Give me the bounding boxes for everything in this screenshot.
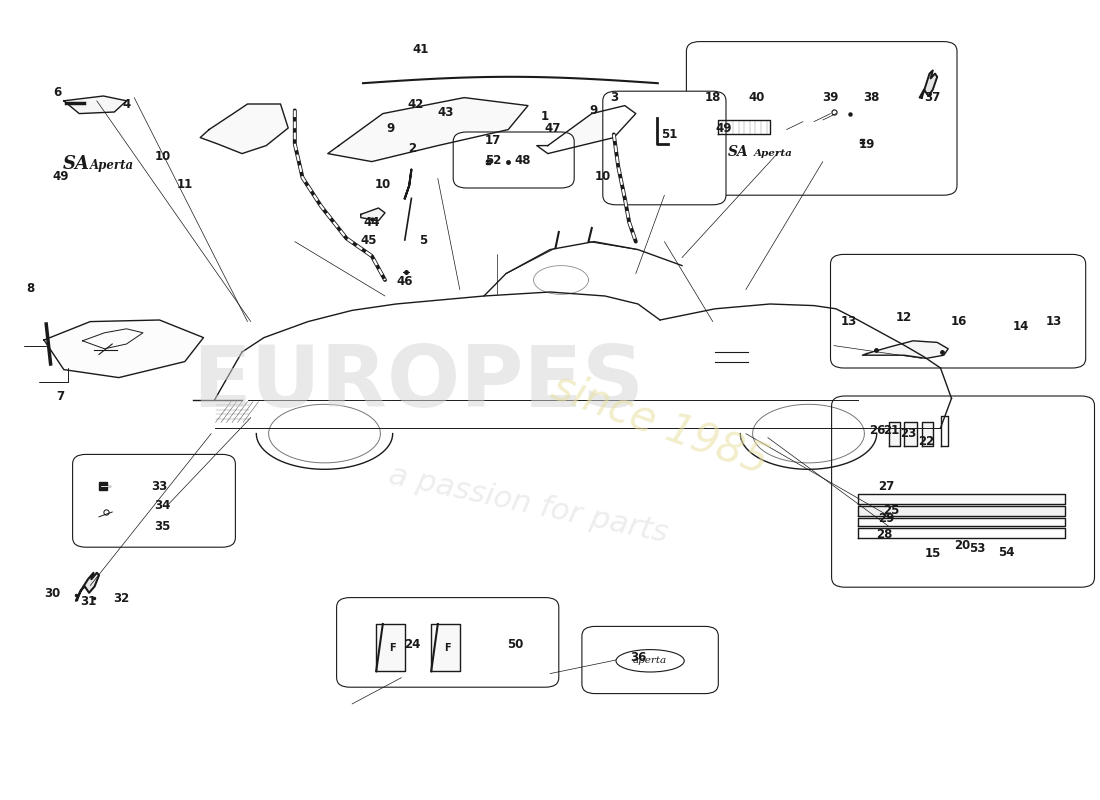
Polygon shape xyxy=(858,518,1065,526)
Text: EUROPES: EUROPES xyxy=(192,342,644,426)
Text: F: F xyxy=(444,643,451,653)
Text: Aperta: Aperta xyxy=(754,149,792,158)
Text: 53: 53 xyxy=(969,542,984,554)
Text: 10: 10 xyxy=(155,150,170,162)
FancyBboxPatch shape xyxy=(830,254,1086,368)
Polygon shape xyxy=(64,96,126,114)
Text: 16: 16 xyxy=(952,315,967,328)
Polygon shape xyxy=(858,494,1065,504)
FancyBboxPatch shape xyxy=(453,132,574,188)
Text: 18: 18 xyxy=(705,91,720,104)
Polygon shape xyxy=(904,422,917,446)
FancyBboxPatch shape xyxy=(73,454,235,547)
Text: 10: 10 xyxy=(595,170,610,182)
Text: 17: 17 xyxy=(485,134,501,146)
FancyBboxPatch shape xyxy=(582,626,718,694)
Text: 5: 5 xyxy=(419,234,428,246)
Text: 10: 10 xyxy=(375,178,390,190)
Text: 37: 37 xyxy=(925,91,940,104)
Text: 30: 30 xyxy=(45,587,60,600)
Text: 4: 4 xyxy=(122,98,131,110)
Text: SA: SA xyxy=(63,155,90,173)
Text: 1: 1 xyxy=(540,110,549,122)
FancyBboxPatch shape xyxy=(832,396,1094,587)
Text: 44: 44 xyxy=(363,216,381,229)
Text: 12: 12 xyxy=(896,311,912,324)
Text: 2: 2 xyxy=(408,142,417,154)
Polygon shape xyxy=(431,624,460,671)
Text: 41: 41 xyxy=(412,43,428,56)
Polygon shape xyxy=(537,106,636,154)
Text: 43: 43 xyxy=(438,106,453,118)
Polygon shape xyxy=(862,341,948,358)
Text: 14: 14 xyxy=(1013,320,1028,333)
Text: 36: 36 xyxy=(630,651,646,664)
Polygon shape xyxy=(889,422,900,446)
Polygon shape xyxy=(858,506,1065,516)
FancyBboxPatch shape xyxy=(603,91,726,205)
Polygon shape xyxy=(920,70,937,98)
Text: 46: 46 xyxy=(396,275,414,288)
Text: 47: 47 xyxy=(544,122,560,134)
Text: 29: 29 xyxy=(879,512,894,525)
Text: 11: 11 xyxy=(177,178,192,190)
Text: 8: 8 xyxy=(26,282,35,294)
Text: 54: 54 xyxy=(999,546,1014,558)
Text: 42: 42 xyxy=(408,98,424,110)
Polygon shape xyxy=(200,104,288,154)
Text: 6: 6 xyxy=(53,86,62,98)
FancyBboxPatch shape xyxy=(686,42,957,195)
Polygon shape xyxy=(922,422,933,446)
Text: a passion for parts: a passion for parts xyxy=(386,460,670,548)
Text: 49: 49 xyxy=(53,170,68,182)
Text: 19: 19 xyxy=(859,138,874,150)
Polygon shape xyxy=(858,528,1065,538)
Polygon shape xyxy=(44,320,204,378)
Text: 9: 9 xyxy=(386,122,395,134)
FancyBboxPatch shape xyxy=(337,598,559,687)
Text: 45: 45 xyxy=(361,234,376,246)
Text: aperta: aperta xyxy=(632,656,668,666)
Text: 33: 33 xyxy=(152,480,167,493)
Text: 13: 13 xyxy=(842,315,857,328)
Text: 28: 28 xyxy=(877,528,892,541)
Text: 49: 49 xyxy=(716,122,733,134)
Text: 25: 25 xyxy=(883,504,899,517)
Polygon shape xyxy=(328,98,528,162)
Text: 31: 31 xyxy=(80,595,96,608)
Text: 24: 24 xyxy=(405,638,420,650)
Text: 27: 27 xyxy=(879,480,894,493)
Text: 15: 15 xyxy=(925,547,940,560)
Text: SA: SA xyxy=(728,145,749,159)
Text: 34: 34 xyxy=(155,499,170,512)
Text: 9: 9 xyxy=(590,104,598,117)
Text: 3: 3 xyxy=(609,91,618,104)
Text: 20: 20 xyxy=(955,539,970,552)
Text: 23: 23 xyxy=(901,427,916,440)
Text: 35: 35 xyxy=(155,520,170,533)
Text: 7: 7 xyxy=(56,390,65,402)
Text: 26: 26 xyxy=(870,424,886,437)
Text: 50: 50 xyxy=(507,638,522,650)
Polygon shape xyxy=(361,208,385,221)
Text: F: F xyxy=(389,643,396,653)
Text: 52: 52 xyxy=(485,154,501,166)
Polygon shape xyxy=(376,624,405,671)
Text: 40: 40 xyxy=(749,91,764,104)
Text: 51: 51 xyxy=(661,128,676,141)
Text: 32: 32 xyxy=(113,592,129,605)
Text: 48: 48 xyxy=(515,154,530,166)
Text: since 1985: since 1985 xyxy=(546,366,774,482)
Text: 22: 22 xyxy=(918,435,934,448)
Polygon shape xyxy=(76,573,99,601)
Text: 13: 13 xyxy=(1046,315,1062,328)
Text: 38: 38 xyxy=(864,91,879,104)
Text: 39: 39 xyxy=(823,91,838,104)
Text: 21: 21 xyxy=(883,424,899,437)
Text: Aperta: Aperta xyxy=(90,159,134,172)
